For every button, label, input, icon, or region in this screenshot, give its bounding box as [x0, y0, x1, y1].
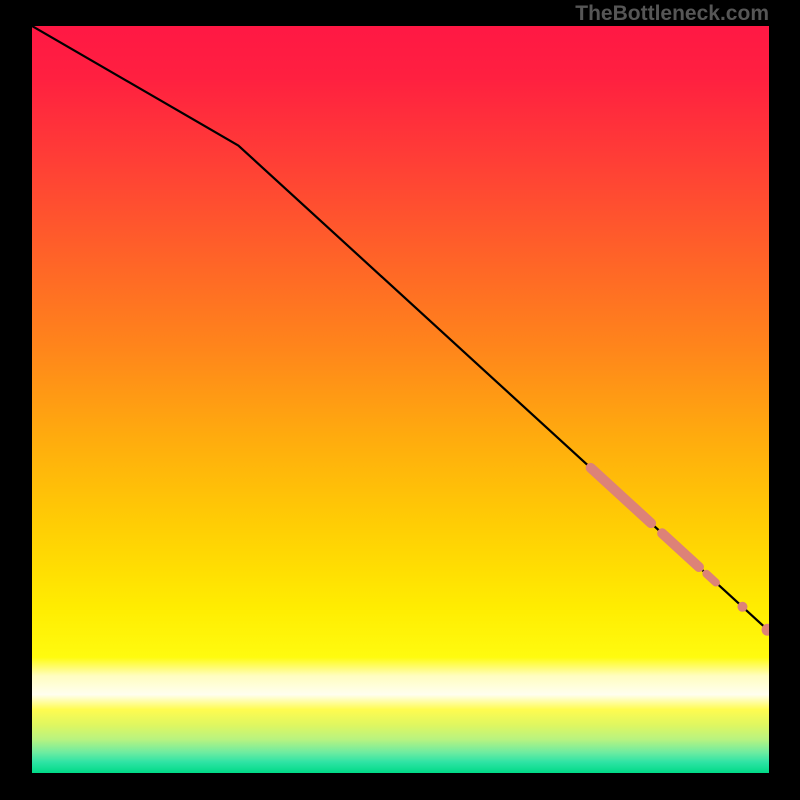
- marker-dot: [737, 602, 747, 612]
- chart-svg: [0, 0, 800, 800]
- gradient-background: [32, 26, 769, 773]
- watermark-text: TheBottleneck.com: [575, 2, 769, 26]
- chart-container: TheBottleneck.com: [0, 0, 800, 800]
- marker-dot: [762, 624, 774, 636]
